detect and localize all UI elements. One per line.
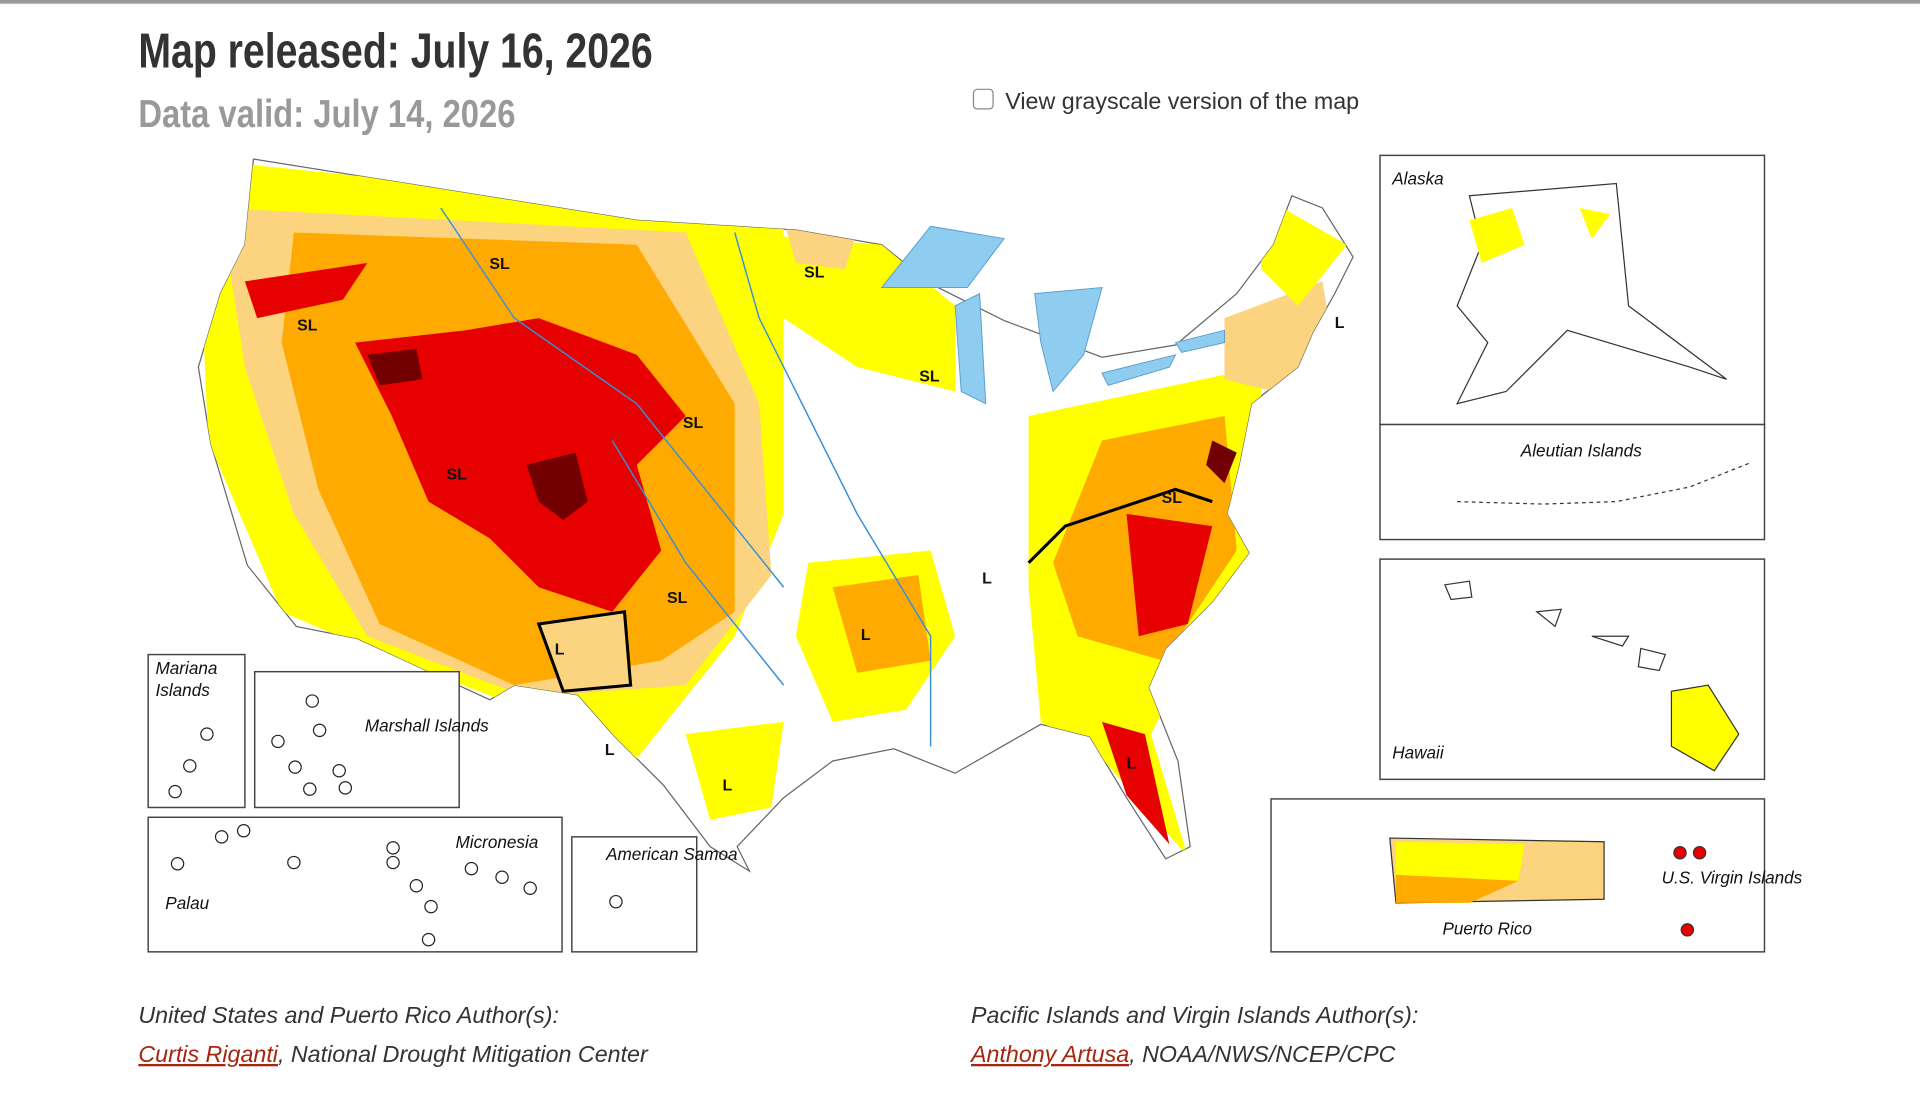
inset-label: Marshall Islands [365, 716, 489, 736]
impact-label: SL [683, 415, 704, 432]
puerto-rico-d0 [1395, 841, 1525, 881]
d3-area [244, 263, 368, 319]
atoll [288, 760, 302, 774]
atoll [409, 879, 424, 893]
author-link[interactable]: Curtis Riganti [138, 1041, 278, 1067]
impact-label: L [722, 777, 732, 794]
grayscale-label[interactable]: View grayscale version of the map [1005, 88, 1359, 114]
outline-line [1027, 487, 1213, 564]
impact-label: SL [297, 317, 318, 334]
atoll [303, 782, 317, 796]
d4-area [367, 348, 588, 520]
atoll [421, 932, 436, 947]
atoll [386, 855, 400, 870]
atoll [271, 734, 285, 749]
atoll [236, 824, 251, 838]
alaska-d0 [1469, 207, 1611, 264]
impact-label: L [861, 627, 871, 644]
impact-label: SL [447, 467, 468, 484]
atoll [424, 899, 438, 914]
hawaii-big-island [1670, 684, 1740, 772]
inset-label: Micronesia [456, 832, 539, 852]
inset-label: Hawaii [1392, 743, 1445, 763]
impact-label: SL [667, 590, 688, 607]
d4-area [1206, 440, 1237, 484]
inset-label: Palau [165, 893, 209, 913]
atoll [312, 723, 327, 738]
impact-label: L [982, 571, 992, 588]
d3-area [1102, 513, 1213, 845]
author-org: , NOAA/NWS/NCEP/CPC [1129, 1041, 1395, 1067]
atoll [386, 841, 400, 855]
virgin-island [1680, 923, 1695, 937]
impact-label: L [1127, 755, 1137, 772]
atoll [523, 881, 537, 895]
inset-label: Mariana Islands [156, 658, 218, 700]
atoll [305, 694, 319, 708]
atoll [495, 870, 509, 884]
impact-label: L [555, 642, 565, 659]
d0-area [1261, 195, 1347, 306]
impact-labels: SLSLSLSLSLSLSLSLLLLLLLLS [297, 256, 1508, 880]
top-edge [0, 0, 1920, 4]
alaska-shape [1455, 182, 1727, 405]
author-heading: United States and Puerto Rico Author(s): [138, 1002, 559, 1028]
hawaii-islands [1444, 580, 1667, 672]
atoll [332, 764, 346, 778]
atoll [183, 759, 197, 773]
inset-label: Puerto Rico [1442, 919, 1532, 939]
inset-label: American Samoa [605, 844, 737, 864]
d3-area [355, 318, 686, 612]
impact-label: SL [919, 369, 940, 386]
mariana-inset [147, 653, 246, 809]
great-lakes [880, 225, 1225, 405]
impact-label: L [1335, 315, 1345, 332]
impact-label: SL [804, 265, 825, 282]
d2-area [832, 575, 931, 673]
virgin-island [1673, 846, 1687, 860]
impact-label: L [605, 742, 615, 759]
inset-label: U.S. Virgin Islands [1662, 867, 1803, 887]
samoa-inset [571, 836, 698, 953]
rivers [440, 207, 932, 747]
inset-label: Aleutian Islands [1520, 440, 1642, 460]
impact-label: SL [489, 256, 510, 273]
atoll [214, 830, 229, 844]
atoll [609, 894, 623, 909]
puerto-rico-d2 [1395, 874, 1519, 903]
atoll [338, 781, 353, 795]
author-heading: Pacific Islands and Virgin Islands Autho… [971, 1002, 1418, 1028]
atoll [464, 861, 479, 876]
subtitle: Data valid: July 14, 2026 [138, 93, 515, 136]
virgin-island [1692, 846, 1707, 860]
title: Map released: July 16, 2026 [138, 24, 652, 78]
atoll [287, 855, 301, 870]
atoll [200, 727, 214, 741]
conus-map [197, 158, 1354, 873]
author-line: Curtis Riganti, National Drought Mitigat… [138, 1041, 649, 1067]
outlined-area [536, 609, 633, 693]
impact-label: SL [1162, 490, 1183, 507]
author-line: Anthony Artusa, NOAA/NWS/NCEP/CPC [969, 1041, 1396, 1067]
grayscale-checkbox[interactable] [972, 88, 994, 110]
atoll [168, 784, 182, 799]
marshall-inset [253, 670, 460, 809]
inset-label: Alaska [1391, 169, 1443, 189]
atoll [170, 857, 185, 871]
author-link[interactable]: Anthony Artusa [969, 1041, 1129, 1067]
atolls [168, 694, 623, 947]
author-org: , National Drought Mitigation Center [278, 1041, 649, 1067]
